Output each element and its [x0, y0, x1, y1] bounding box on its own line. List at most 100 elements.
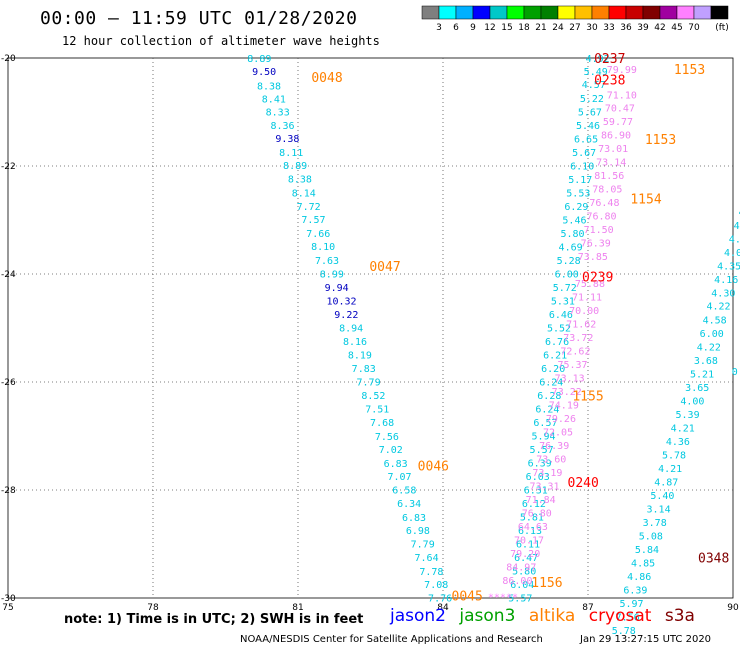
- plot-frame: [7, 57, 734, 599]
- wave-height-value: *****: [488, 592, 518, 603]
- wave-height-value: 7.79: [411, 539, 435, 550]
- wave-height-value: 71.62: [566, 320, 596, 331]
- colorbar-label: 45: [671, 23, 682, 33]
- wave-height-value: 5.81: [520, 512, 544, 523]
- wave-height-value: 7.02: [379, 445, 403, 456]
- wave-height-value: 70.47: [605, 104, 635, 115]
- wave-height-value: 8.16: [343, 337, 367, 348]
- wave-height-value: 8.89: [283, 161, 307, 172]
- wave-height-value: 6.31: [524, 485, 548, 496]
- wave-height-value: 86.00: [502, 576, 532, 587]
- wave-height-value: 4.1: [729, 234, 740, 245]
- wave-height-value: 6.13: [518, 526, 542, 537]
- wave-height-value: 6.29: [564, 202, 588, 213]
- wave-height-value: 73.01: [598, 144, 628, 155]
- grid: [7, 57, 734, 599]
- y-tick-label: -22: [1, 162, 16, 172]
- pass-time-label: 1153: [645, 133, 676, 148]
- wave-height-value: 7.64: [415, 553, 439, 564]
- pass-time-label: 1153: [674, 63, 705, 78]
- wave-height-value: 72.05: [543, 428, 573, 439]
- wave-height-value: 4.21: [658, 464, 682, 475]
- wave-height-value: 5.39: [676, 410, 700, 421]
- chart-subtitle: 12 hour collection of altimeter wave hei…: [62, 34, 380, 48]
- chart-title: 00:00 – 11:59 UTC 01/28/2020: [40, 8, 358, 29]
- colorbar-label: 21: [535, 23, 546, 33]
- wave-height-value: 73.72: [563, 333, 593, 344]
- colorbar-label: 18: [518, 23, 530, 33]
- wave-height-value: 5.94: [531, 431, 555, 442]
- y-tick-label: -24: [1, 270, 16, 280]
- wave-height-value: 59.77: [603, 117, 633, 128]
- footer-timestamp: Jan 29 13:27:15 UTC 2020: [580, 634, 712, 645]
- wave-height-value: 75.88: [575, 279, 605, 290]
- wave-height-value: 6.24: [535, 404, 559, 415]
- legend-altika: altika: [528, 606, 576, 626]
- wave-height-value: 64.63: [518, 522, 548, 533]
- colorbar-swatch: [506, 5, 525, 20]
- colorbar-label: 24: [552, 23, 564, 33]
- wave-height-value: 5.53: [566, 188, 590, 199]
- colorbar-label: 39: [637, 23, 649, 33]
- colorbar-label: 9: [470, 23, 476, 33]
- colorbar-swatch: [455, 5, 474, 20]
- wave-height-value: 6.04: [510, 580, 534, 591]
- wave-height-value: 9.50: [252, 67, 276, 78]
- wave-height-value: 76.39: [581, 239, 611, 250]
- wave-height-value: 84.97: [506, 563, 536, 574]
- wave-height-value: 6.28: [537, 391, 561, 402]
- colorbar-label: 36: [620, 23, 632, 33]
- pass-time-label: 0045: [452, 589, 483, 604]
- wave-height-value: 70.17: [514, 536, 544, 547]
- wave-height-value: 76.80: [586, 212, 616, 223]
- colorbar-swatch: [472, 5, 491, 20]
- colorbar-swatch: [659, 5, 678, 20]
- wave-height-value: 6.46: [549, 310, 573, 321]
- wave-height-value: 5.52: [547, 323, 571, 334]
- wave-height-value: 6.98: [406, 526, 430, 537]
- wave-height-value: 8.94: [339, 323, 363, 334]
- wave-height-value: 4.21: [671, 423, 695, 434]
- legend-cryosat: cryosat: [588, 606, 652, 626]
- wave-height-value: 3.68: [694, 356, 718, 367]
- colorbar-swatch: [438, 5, 457, 20]
- wave-height-value: 5.78: [662, 450, 686, 461]
- wave-height-value: 3.65: [685, 383, 709, 394]
- wave-height-value: 79.26: [546, 414, 576, 425]
- wave-height-value: 4.58: [703, 315, 727, 326]
- wave-height-value: 86.90: [601, 131, 631, 142]
- wave-height-value: 6.39: [623, 585, 647, 596]
- wave-height-value: 8.33: [266, 107, 290, 118]
- legend-jason3: jason3: [459, 606, 516, 626]
- wave-height-value: 81.56: [594, 171, 624, 182]
- wave-height-value: 4.86: [627, 572, 651, 583]
- wave-height-value: 7.78: [419, 567, 443, 578]
- wave-height-value: 9.38: [275, 134, 299, 145]
- wave-height-value: 6.11: [516, 539, 540, 550]
- pass-time-label: 1156: [531, 576, 562, 591]
- pass-time-label: 0240: [568, 476, 599, 491]
- wave-height-value: 9.94: [325, 283, 349, 294]
- wave-height-value: 79.20: [510, 549, 540, 560]
- colorbar-swatch: [540, 5, 559, 20]
- data-values: 8.89 9.50 8.38 8.418.33 8.36 9.38 8.11 8.89 8.38…: [247, 54, 740, 637]
- pass-time-label: 0048: [311, 71, 342, 86]
- wave-height-value: 5.84: [635, 545, 659, 556]
- wave-height-value: 4.85: [631, 558, 655, 569]
- wave-height-value: 5.46: [562, 215, 586, 226]
- colorbar-label: 15: [501, 23, 512, 33]
- pass-time-label: 0237: [594, 52, 625, 67]
- x-tick-label: 75: [2, 603, 13, 613]
- colorbar-label: 6: [453, 23, 459, 33]
- wave-height-value: 7.79: [357, 377, 381, 388]
- wave-height-value: 5.78: [612, 626, 636, 637]
- wave-height-value: 6.20: [541, 364, 565, 375]
- colorbar-swatch: [642, 5, 661, 20]
- wave-height-value: 5.67: [578, 107, 602, 118]
- y-tick-label: -28: [1, 486, 16, 496]
- wave-height-value: 5.49: [584, 67, 608, 78]
- wave-height-value: 7.08: [424, 580, 448, 591]
- wave-height-value: 5.28: [557, 256, 581, 267]
- colorbar-swatch: [523, 5, 542, 20]
- wave-height-value: 73.60: [536, 455, 566, 466]
